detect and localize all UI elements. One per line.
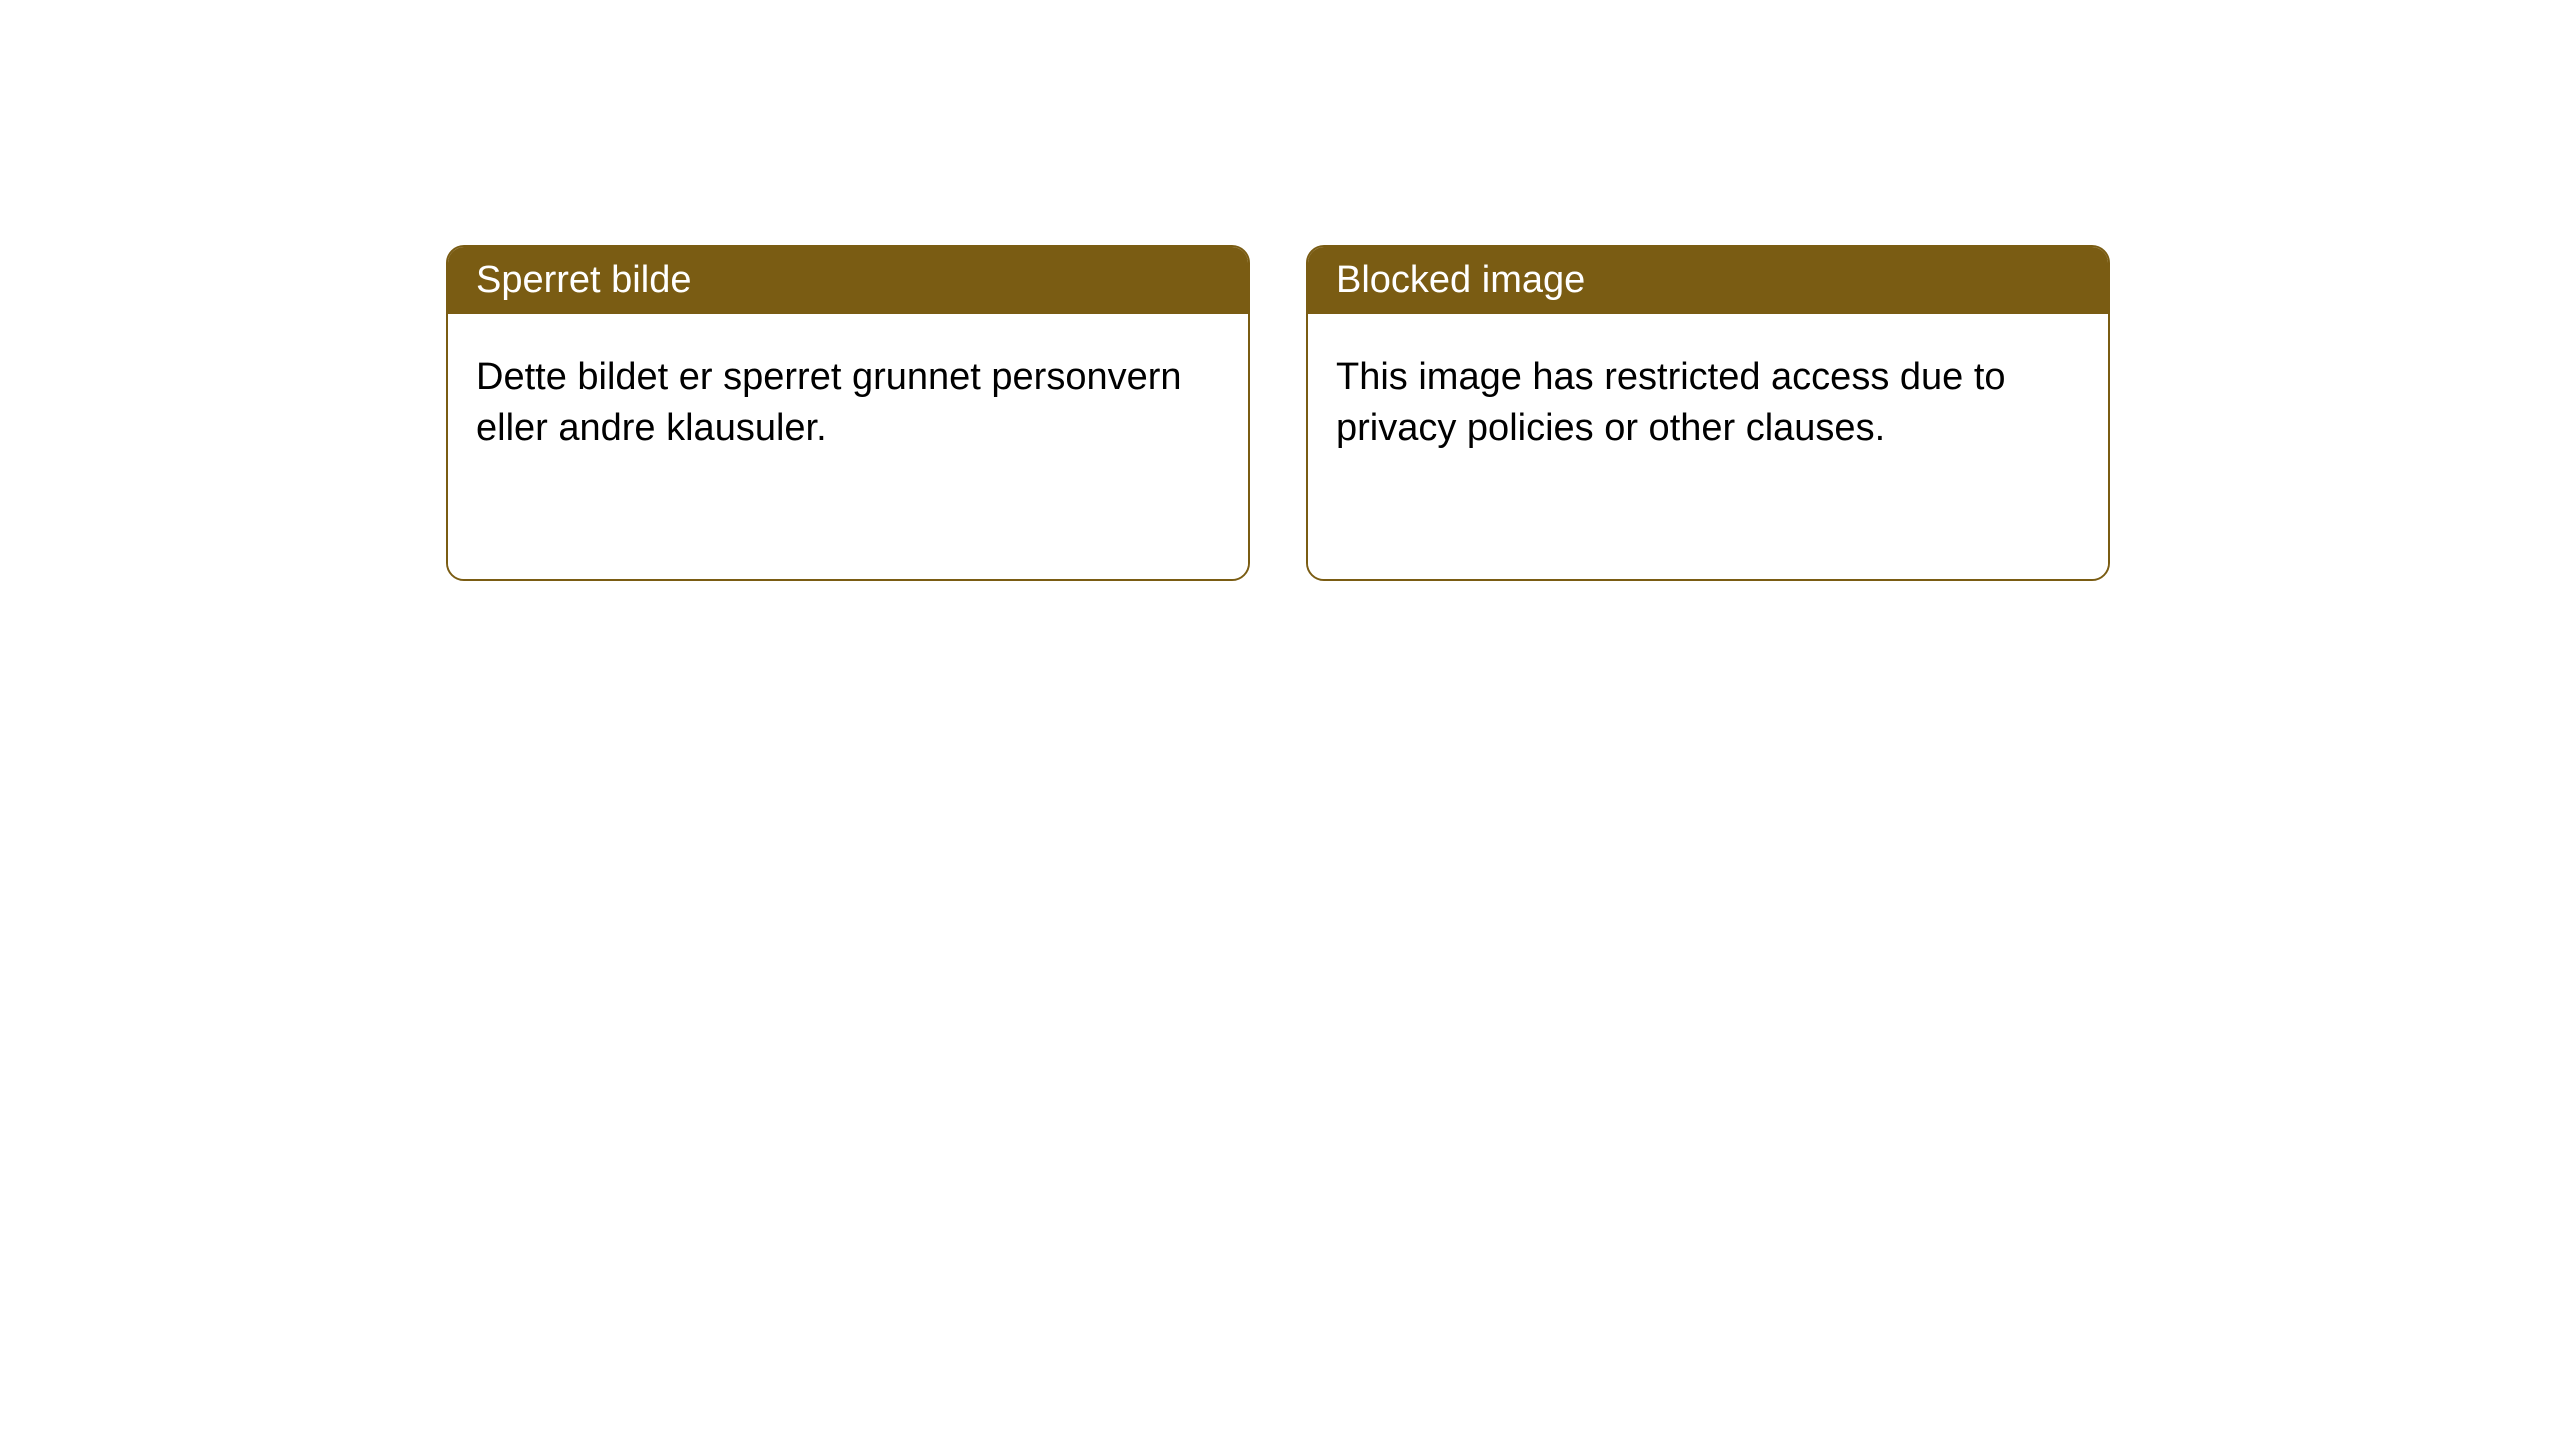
- notice-header: Blocked image: [1308, 247, 2108, 314]
- notice-text: Dette bildet er sperret grunnet personve…: [476, 356, 1182, 449]
- notice-text: This image has restricted access due to …: [1336, 356, 2006, 449]
- notice-title: Sperret bilde: [476, 259, 691, 301]
- notice-body: This image has restricted access due to …: [1308, 314, 2108, 579]
- notice-card-norwegian: Sperret bilde Dette bildet er sperret gr…: [446, 245, 1250, 581]
- notice-body: Dette bildet er sperret grunnet personve…: [448, 314, 1248, 579]
- notice-header: Sperret bilde: [448, 247, 1248, 314]
- notice-card-english: Blocked image This image has restricted …: [1306, 245, 2110, 581]
- notice-container: Sperret bilde Dette bildet er sperret gr…: [0, 0, 2560, 581]
- notice-title: Blocked image: [1336, 259, 1585, 301]
